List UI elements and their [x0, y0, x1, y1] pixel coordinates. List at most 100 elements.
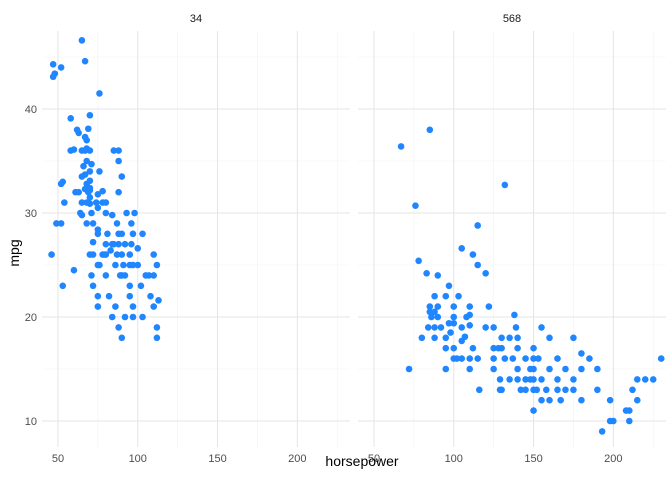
data-point [511, 311, 518, 319]
data-point [94, 226, 102, 233]
data-point [586, 355, 593, 362]
data-point [88, 272, 95, 279]
data-point [128, 240, 135, 248]
data-point [94, 292, 102, 300]
data-point [578, 396, 585, 404]
data-point [89, 251, 97, 258]
data-point [562, 365, 569, 373]
x-tick-label: 50 [52, 453, 64, 465]
data-point [434, 303, 442, 310]
data-point [70, 146, 78, 153]
data-point [155, 297, 162, 304]
data-point [514, 334, 521, 342]
x-tick-label: 150 [524, 453, 542, 465]
data-point [102, 199, 110, 206]
data-point [447, 329, 454, 336]
data-point [610, 417, 617, 425]
data-point [89, 238, 97, 246]
data-point [426, 303, 434, 310]
y-tick-label: 20 [25, 312, 37, 324]
data-point [490, 355, 497, 362]
facet-label: 568 [503, 13, 521, 25]
data-point [514, 365, 521, 373]
data-point [649, 376, 657, 383]
data-point [594, 386, 601, 394]
data-point [118, 251, 126, 258]
data-point [86, 200, 94, 207]
data-point [118, 334, 126, 342]
data-point [442, 365, 450, 373]
data-point [482, 324, 489, 331]
data-point [442, 334, 450, 342]
data-point [570, 376, 577, 383]
data-point [129, 261, 137, 269]
data-point [633, 376, 641, 383]
data-point [437, 324, 445, 331]
data-point [426, 126, 434, 134]
data-point [59, 178, 67, 186]
data-point [538, 324, 545, 331]
data-point [80, 162, 87, 170]
data-point [412, 202, 419, 210]
data-point [490, 344, 497, 352]
data-point [115, 157, 122, 165]
data-point [557, 396, 564, 404]
data-point [458, 355, 466, 362]
data-point [118, 173, 126, 180]
data-point [153, 324, 161, 331]
data-point [514, 344, 521, 352]
data-point [485, 303, 493, 310]
data-point [96, 168, 103, 175]
data-point [546, 396, 553, 404]
data-point [120, 261, 127, 269]
data-point [495, 344, 502, 352]
data-point [102, 240, 110, 248]
data-point [554, 376, 561, 383]
data-point [94, 190, 102, 198]
data-point [131, 209, 138, 217]
data-point [657, 355, 665, 362]
data-point [496, 376, 504, 383]
data-point [102, 272, 110, 279]
data-point [466, 365, 474, 373]
data-point [115, 188, 122, 196]
data-point [629, 386, 636, 394]
data-point [442, 292, 450, 300]
data-point [522, 355, 529, 362]
x-tick-label: 100 [129, 453, 147, 465]
panel-1: 568 50 100 150 200 [358, 13, 666, 465]
data-point [533, 386, 541, 394]
data-point [121, 313, 129, 321]
data-point [625, 407, 633, 414]
data-point [126, 251, 134, 258]
data-point [578, 365, 585, 373]
data-point [431, 324, 438, 331]
data-point [83, 157, 90, 165]
data-point [115, 147, 122, 154]
data-point [113, 251, 121, 258]
data-point [461, 333, 469, 341]
data-point [112, 261, 119, 269]
data-point [99, 187, 106, 195]
data-point [466, 322, 474, 329]
data-point [570, 386, 577, 394]
data-point [126, 282, 134, 290]
data-point [426, 308, 434, 316]
data-point [578, 350, 585, 357]
panel-0: 34 50 100 150 200 10 20 30 40 [25, 13, 350, 465]
data-point [108, 313, 116, 321]
data-point [423, 270, 430, 277]
data-point [83, 220, 90, 227]
data-point [81, 57, 89, 65]
data-point [61, 199, 68, 206]
data-point [625, 417, 633, 425]
data-point [450, 313, 458, 321]
data-point [105, 292, 113, 300]
data-point [450, 344, 458, 352]
data-point [78, 37, 86, 44]
data-point [514, 376, 521, 383]
data-point [67, 115, 75, 122]
data-point [450, 303, 458, 310]
data-point [84, 125, 92, 133]
